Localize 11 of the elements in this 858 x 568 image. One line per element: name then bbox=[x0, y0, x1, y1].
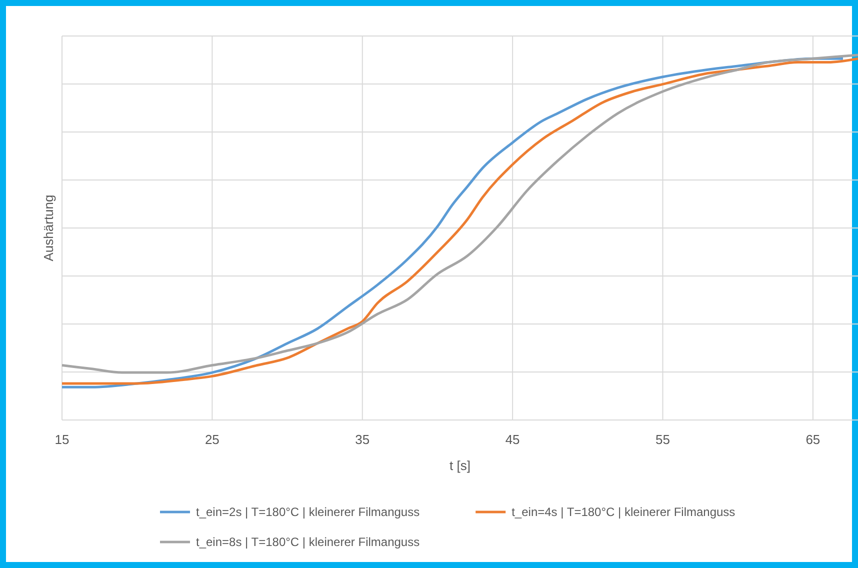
legend-label: t_ein=8s | T=180°C | kleinerer Filmanguss bbox=[196, 535, 420, 549]
y-axis-title: Aushärtung bbox=[41, 194, 56, 262]
x-tick-label: 15 bbox=[54, 432, 70, 447]
x-tick-label: 45 bbox=[505, 432, 520, 447]
legend-label: t_ein=4s | T=180°C | kleinerer Filmanguss bbox=[512, 505, 736, 519]
x-tick-label: 25 bbox=[204, 432, 220, 447]
x-axis-title: t [s] bbox=[450, 458, 470, 473]
legend-label: t_ein=2s | T=180°C | kleinerer Filmanguss bbox=[196, 505, 420, 519]
x-tick-label: 35 bbox=[355, 432, 370, 447]
x-tick-label: 65 bbox=[806, 432, 820, 447]
x-tick-label: 55 bbox=[656, 432, 670, 447]
